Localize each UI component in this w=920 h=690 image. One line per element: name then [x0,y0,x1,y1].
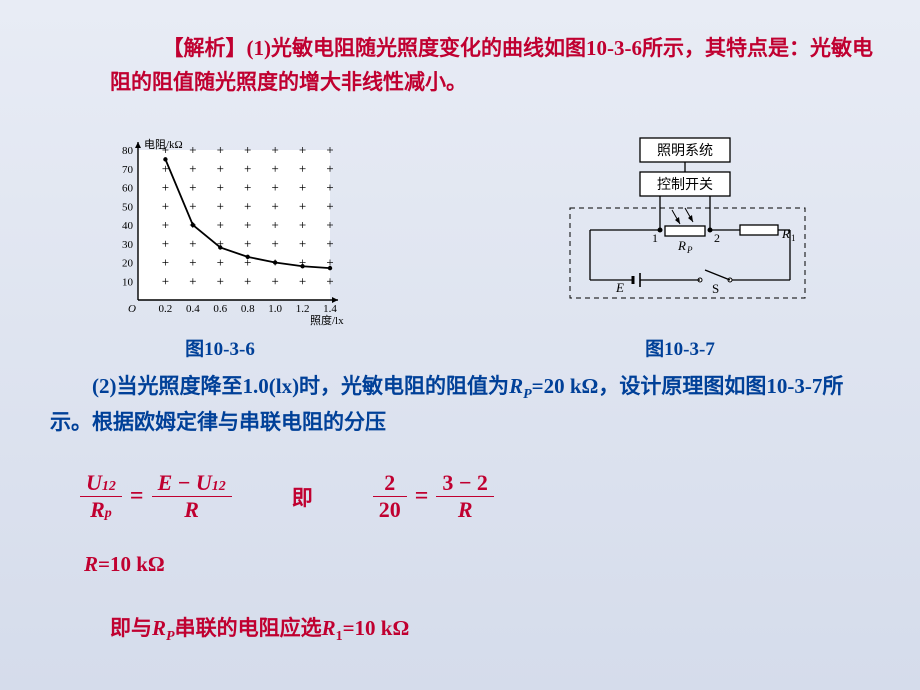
u12-u: U [86,470,102,495]
equation-left: U12 Rp = E − U12 R [80,470,232,523]
equation-row: U12 Rp = E − U12 R 即 2 20 = 3 − 2 R [80,470,494,523]
eq1: = [122,483,152,510]
part2-text: (2)当光照度降至1.0(lx)时，光敏电阻的阻值为RP=20 kΩ，设计原理图… [50,370,880,438]
figure-right: 照明系统控制开关12RPR1SE 图10-3-7 [530,130,830,361]
rden: R [452,497,479,523]
svg-text:电阻/kΩ: 电阻/kΩ [144,138,183,151]
svg-text:0.4: 0.4 [186,303,200,315]
e-sym: E [158,470,173,495]
num2: 2 [378,470,401,496]
svg-text:控制开关: 控制开关 [657,177,713,193]
circuit-diagram: 照明系统控制开关12RPR1SE [530,130,830,330]
final-r1: R [322,616,336,640]
svg-text:R: R [781,226,790,241]
u12b: U [196,470,212,495]
svg-text:70: 70 [122,164,134,176]
eq2: = [407,483,437,510]
result-r-val: =10 kΩ [98,552,165,576]
svg-text:O: O [128,303,136,315]
analysis-text: 【解析】(1)光敏电阻随光照度变化的曲线如图10-3-6所示，其特点是：光敏电阻… [110,32,880,99]
svg-text:40: 40 [122,220,134,232]
rp-r: R [90,497,105,522]
caption-left: 图10-3-6 [185,334,255,361]
svg-text:照度/lx: 照度/lx [310,313,344,327]
svg-text:1: 1 [791,233,796,243]
den20: 20 [373,497,407,523]
u12b-sub: 12 [212,479,226,494]
figures-row: 0.2 0.4 0.6 0.8 1.0 1.2 1.4 10 20 30 40 50 60 70 80 O 电阻… [0,130,920,361]
connector: 即 [292,482,313,512]
svg-text:0.2: 0.2 [159,303,173,315]
rnum: 3 − 2 [436,470,494,496]
final-mid: 串联的电阻应选 [175,616,322,640]
svg-text:S: S [712,281,719,296]
result-r-line: R=10 kΩ [84,552,165,577]
result-r-sym: R [84,552,98,576]
svg-text:20: 20 [122,258,134,270]
analysis-label: 【解析】 [163,36,247,60]
svg-text:1.2: 1.2 [296,303,310,315]
final-pre: 即与 [110,616,152,640]
svg-text:1.0: 1.0 [268,303,282,315]
u12-sub: 12 [102,479,116,494]
svg-text:2: 2 [714,231,720,245]
rp-sub: P [523,387,532,402]
final-r1-sub: 1 [336,629,343,644]
svg-text:30: 30 [122,239,134,251]
figure-left: 0.2 0.4 0.6 0.8 1.0 1.2 1.4 10 20 30 40 50 60 70 80 O 电阻… [90,130,350,361]
part2-prefix: (2)当光照度降至1.0(lx)时，光敏电阻的阻值为 [92,374,509,398]
equation-right: 2 20 = 3 − 2 R [373,470,494,523]
svg-text:P: P [686,245,693,255]
svg-text:1.4: 1.4 [323,303,337,315]
svg-text:50: 50 [122,201,134,213]
final-line: 即与RP串联的电阻应选R1=10 kΩ [110,612,409,645]
svg-text:0.8: 0.8 [241,303,255,315]
final-rp-sub: P [166,629,175,644]
svg-text:60: 60 [122,183,134,195]
rp-value: =20 kΩ [532,374,599,398]
svg-text:照明系统: 照明系统 [657,143,713,159]
svg-text:0.6: 0.6 [213,303,227,315]
rp-sub2: p [105,506,112,521]
den-r: R [178,497,205,523]
svg-text:R: R [677,238,686,253]
svg-text:E: E [615,280,624,295]
minus1: − [172,470,196,495]
svg-text:80: 80 [122,145,134,157]
svg-text:10: 10 [122,276,134,288]
final-val: =10 kΩ [343,616,410,640]
final-rp: R [152,616,166,640]
caption-right: 图10-3-7 [645,334,715,361]
rp-symbol: R [509,374,523,398]
resistance-chart: 0.2 0.4 0.6 0.8 1.0 1.2 1.4 10 20 30 40 50 60 70 80 O 电阻… [90,130,350,330]
svg-text:1: 1 [652,231,658,245]
